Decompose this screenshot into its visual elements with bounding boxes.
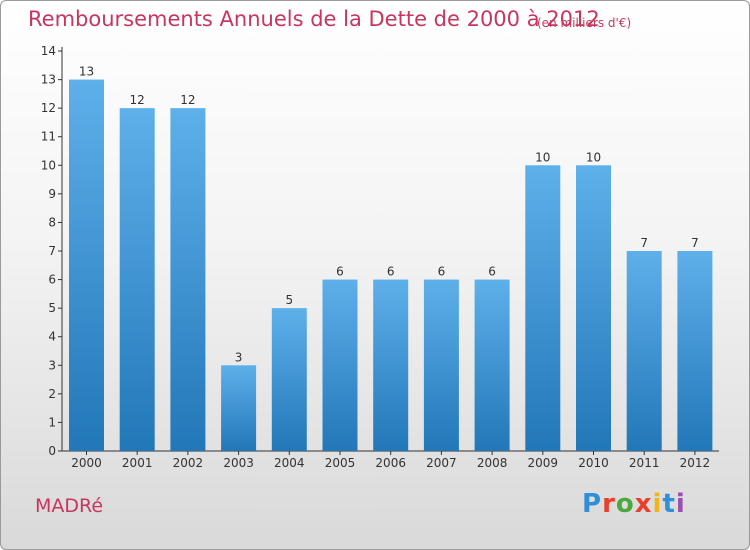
logo-letter: i [652, 489, 663, 519]
chart-unit: (en milliers d'€) [537, 16, 632, 30]
bar-2003 [221, 365, 257, 451]
x-tick-label: 2006 [375, 456, 406, 470]
x-tick-label: 2003 [223, 456, 254, 470]
x-tick-label: 2009 [528, 456, 559, 470]
y-tick-label: 8 [48, 215, 56, 229]
data-labels: 13 12 12 3 5 6 6 6 6 10 10 7 7 [79, 65, 699, 365]
bar-2012 [677, 251, 713, 451]
commune-name: MADRé [35, 495, 104, 517]
x-tick-label: 2000 [71, 456, 102, 470]
logo-letter: i [675, 489, 686, 519]
y-tick-label: 6 [48, 273, 56, 287]
y-tick-label: 14 [41, 44, 56, 58]
x-tick-label: 2010 [578, 456, 609, 470]
y-tick-label: 0 [48, 444, 56, 458]
logo-letter: x [634, 489, 653, 519]
x-axis: 2000 2001 2002 2003 2004 2005 2006 2007 2008 2009… [62, 450, 719, 470]
y-tick-label: 1 [48, 415, 56, 429]
logo-letter: t [662, 489, 676, 519]
x-tick-label: 2012 [680, 456, 711, 470]
x-tick-label: 2004 [274, 456, 305, 470]
bar-2010 [576, 165, 611, 452]
data-label-2000: 13 [79, 65, 94, 79]
data-label-2005: 6 [336, 265, 344, 279]
data-label-2004: 5 [285, 293, 293, 307]
data-label-2011: 7 [640, 236, 648, 250]
x-tick-label: 2008 [477, 456, 508, 470]
y-tick-label: 2 [48, 387, 56, 401]
proxiti-logo[interactable]: Proxiti [582, 489, 686, 519]
data-label-2001: 12 [130, 93, 145, 107]
data-label-2010: 10 [586, 150, 601, 164]
bar-2001 [119, 108, 155, 452]
y-tick-label: 5 [48, 301, 56, 315]
x-tick-label: 2002 [173, 456, 204, 470]
bars [69, 79, 713, 452]
bar-2006 [373, 279, 409, 451]
x-tick-label: 2007 [426, 456, 457, 470]
bar-2009 [525, 165, 561, 452]
bar-2008 [474, 279, 510, 451]
y-tick-label: 9 [48, 187, 56, 201]
data-label-2008: 6 [488, 265, 496, 279]
bar-2000 [69, 79, 104, 452]
bar-2007 [423, 279, 459, 451]
data-label-2003: 3 [235, 350, 243, 364]
data-label-2009: 10 [535, 150, 550, 164]
data-label-2012: 7 [691, 236, 699, 250]
bar-2011 [626, 251, 662, 451]
y-tick-label: 11 [41, 130, 56, 144]
y-tick-label: 7 [48, 244, 56, 258]
x-tick-label: 2011 [629, 456, 660, 470]
x-tick-label: 2001 [122, 456, 153, 470]
x-tick-label: 2005 [325, 456, 356, 470]
y-tick-label: 13 [41, 73, 56, 87]
logo-letter: o [615, 489, 635, 519]
y-tick-label: 10 [41, 158, 56, 172]
bar-2005 [322, 279, 358, 451]
chart-title: Remboursements Annuels de la Dette de 20… [28, 7, 600, 31]
logo-letter: P [582, 489, 603, 519]
y-tick-label: 12 [41, 101, 56, 115]
bar-2004 [271, 308, 307, 451]
data-label-2006: 6 [387, 265, 395, 279]
y-tick-label: 3 [48, 358, 56, 372]
data-label-2002: 12 [180, 93, 195, 107]
bar-2002 [170, 108, 206, 452]
y-tick-label: 4 [48, 330, 56, 344]
logo-letter: r [602, 489, 616, 519]
data-label-2007: 6 [438, 265, 446, 279]
